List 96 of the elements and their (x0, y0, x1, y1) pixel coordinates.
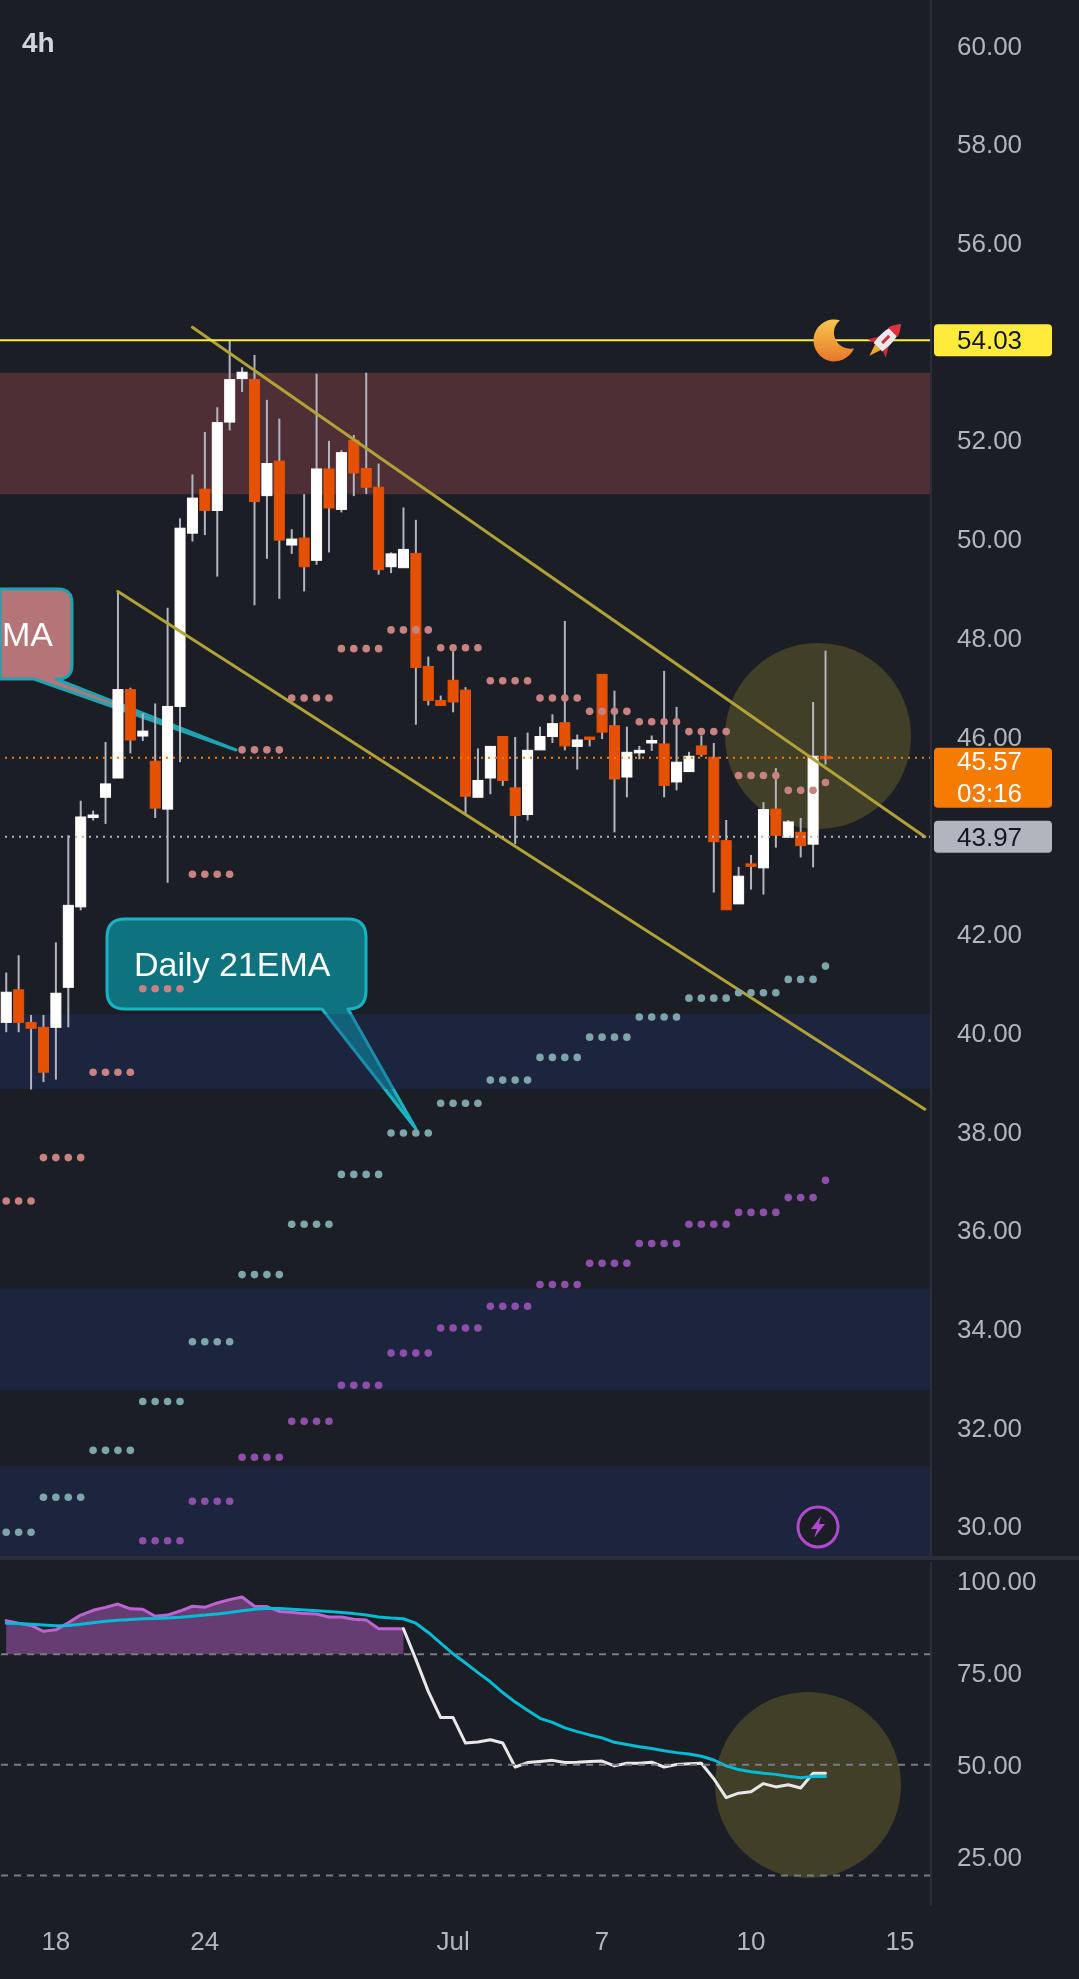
candlestick (100, 740, 112, 825)
point (412, 1349, 420, 1357)
point (623, 1259, 631, 1268)
point (362, 1381, 370, 1389)
point (610, 1259, 619, 1268)
point (523, 1302, 532, 1311)
point (188, 1497, 197, 1505)
x-tick-label: 15 (885, 1926, 915, 1957)
x-tick-label: 7 (594, 1926, 610, 1957)
text: 4h (22, 26, 55, 60)
point (250, 1453, 259, 1462)
point (772, 1208, 780, 1217)
point (660, 1239, 668, 1248)
y-tick-label: 36.00 (957, 1215, 1023, 1246)
point (263, 1453, 271, 1462)
point (461, 1324, 470, 1332)
candlestick (236, 366, 248, 393)
point (498, 1302, 507, 1311)
point (325, 1417, 333, 1426)
point (387, 1349, 395, 1357)
point (399, 1349, 408, 1357)
point (287, 1417, 296, 1426)
candlestick (286, 528, 298, 555)
point (821, 1176, 830, 1185)
y-tick-label: 48.00 (957, 622, 1023, 653)
y-tick-label: 30.00 (957, 1511, 1023, 1542)
point (312, 1417, 321, 1426)
point (598, 1259, 606, 1268)
point (374, 1381, 383, 1389)
y-tick-label: 75.00 (957, 1657, 1023, 1688)
point (176, 1536, 184, 1545)
x-tick-label: 24 (190, 1926, 220, 1957)
y-tick-label: 100.00 (957, 1565, 1037, 1596)
candlestick (137, 712, 149, 742)
y-tick-label: 42.00 (957, 919, 1023, 950)
candlestick (559, 620, 571, 752)
point (300, 1417, 308, 1426)
candlestick (199, 430, 211, 537)
point (747, 1208, 755, 1217)
line-series (4, 1595, 405, 1633)
point (536, 1280, 544, 1289)
point (225, 1497, 234, 1505)
y-tick-label: 50.00 (957, 1749, 1023, 1780)
point (697, 1220, 706, 1229)
point (734, 1208, 743, 1217)
point (647, 1239, 656, 1248)
point (759, 1208, 768, 1217)
y-tick-label: 38.00 (957, 1116, 1023, 1147)
y-tick-label: 56.00 (957, 227, 1023, 258)
candlestick (745, 854, 757, 891)
point (275, 1453, 284, 1462)
point (474, 1324, 482, 1332)
point (548, 1280, 557, 1289)
y-tick-label: 52.00 (957, 425, 1023, 456)
point (151, 1536, 159, 1545)
point (809, 1193, 817, 1202)
annotation: Daily 21EMA (134, 944, 331, 983)
point (511, 1302, 519, 1311)
point (163, 1536, 172, 1545)
line-series (4, 1606, 827, 1780)
point (424, 1349, 433, 1357)
point (585, 1259, 594, 1268)
y-tick-label: 34.00 (957, 1314, 1023, 1345)
point (436, 1324, 445, 1332)
point (213, 1497, 222, 1505)
y-tick-label: 25.00 (957, 1842, 1023, 1873)
point (573, 1280, 582, 1289)
line-series (401, 1627, 827, 1800)
ref-line-label: 54.03 (957, 325, 1023, 356)
point (709, 1220, 718, 1229)
y-tick-label: 60.00 (957, 30, 1023, 61)
y-tick-label: 32.00 (957, 1412, 1023, 1443)
point (685, 1220, 693, 1229)
point (201, 1497, 209, 1505)
point (138, 1536, 147, 1545)
y-tick-label: 40.00 (957, 1017, 1023, 1048)
x-tick-label: Jul (436, 1926, 470, 1957)
point (486, 1302, 495, 1311)
annotation: MA (2, 614, 54, 653)
candlestick (472, 747, 484, 799)
ref-line-label: 43.97 (957, 821, 1023, 852)
point (349, 1381, 358, 1389)
point (238, 1453, 246, 1462)
candlestick (571, 733, 583, 771)
point (796, 1193, 805, 1202)
x-tick-label: 18 (41, 1926, 71, 1957)
point (784, 1193, 793, 1202)
point (561, 1280, 569, 1289)
y-tick-label: 58.00 (957, 129, 1023, 160)
x-tick-label: 10 (736, 1926, 766, 1957)
point (449, 1324, 457, 1332)
point (635, 1239, 644, 1248)
point (672, 1239, 681, 1248)
y-tick-label: 50.00 (957, 524, 1023, 555)
point (337, 1381, 346, 1389)
point (722, 1220, 730, 1229)
